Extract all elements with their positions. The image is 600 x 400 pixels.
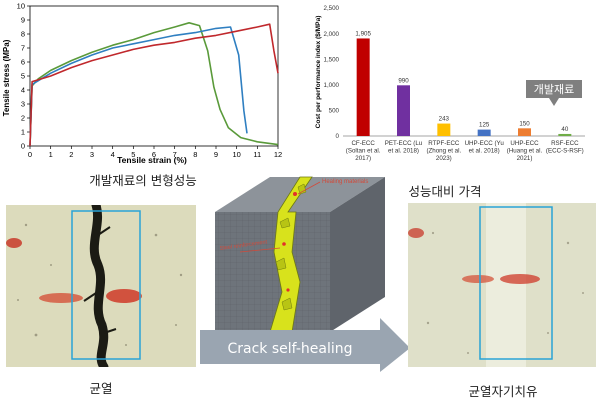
y-tick-label: 8 bbox=[21, 30, 25, 39]
y-tick-label: 4 bbox=[21, 86, 25, 95]
x-tick-label: 3 bbox=[90, 150, 94, 159]
y-tick-label: 0 bbox=[21, 142, 25, 151]
category-label: UHP-ECC (Yu bbox=[465, 140, 505, 147]
block-side bbox=[330, 177, 385, 332]
left-photo-caption: 균열 bbox=[89, 381, 113, 396]
y-tick-label: 6 bbox=[21, 58, 25, 67]
y-tick-label: 1 bbox=[21, 128, 25, 137]
cost-bar-chart: 0 500 1,000 1,500 2,000 2,500 1,905 CF-ECC(Sol… bbox=[315, 5, 585, 162]
bar bbox=[518, 128, 531, 136]
y-tick-label: 2,500 bbox=[324, 5, 340, 12]
x-tick-label: 0 bbox=[28, 150, 32, 159]
bar-value-label: 1,905 bbox=[355, 30, 371, 37]
y-tick-label: 3 bbox=[21, 100, 25, 109]
category-label: (ECC-S-RSF) bbox=[546, 148, 584, 155]
healed-photo bbox=[408, 203, 596, 367]
block-front bbox=[215, 212, 330, 332]
crack-photo bbox=[6, 205, 196, 367]
self-healing-arrow: Crack self-healing bbox=[200, 318, 410, 372]
category-label: (Huang et al. bbox=[507, 148, 543, 155]
y-tick-label: 7 bbox=[21, 44, 25, 53]
category-label: 2017) bbox=[355, 155, 371, 162]
x-tick-label: 4 bbox=[111, 150, 115, 159]
badge-label: 개발재료 bbox=[534, 83, 574, 96]
y-tick-label: 1,500 bbox=[324, 56, 340, 63]
bar-value-label: 243 bbox=[439, 116, 450, 123]
chart-axes: 0 500 1,000 1,500 2,000 2,500 bbox=[324, 5, 585, 140]
x-tick-label: 8 bbox=[193, 150, 197, 159]
y-tick-label: 5 bbox=[21, 72, 25, 81]
x-tick-label: 5 bbox=[131, 150, 135, 159]
chart-series bbox=[29, 21, 279, 147]
bar bbox=[558, 133, 572, 136]
bar-value-label: 40 bbox=[561, 126, 568, 133]
x-tick-label: 2 bbox=[69, 150, 73, 159]
category-label: 2023) bbox=[436, 155, 452, 162]
y-tick-label: 2 bbox=[21, 114, 25, 123]
category-label: RTPF-ECC bbox=[428, 140, 460, 147]
category-label: UHP-ECC bbox=[510, 140, 539, 147]
crack-photo-image bbox=[6, 205, 196, 367]
right-chart-caption: 성능대비 가격 bbox=[408, 184, 482, 199]
x-axis-label: Tensile strain (%) bbox=[117, 155, 187, 165]
series-line-green bbox=[29, 21, 279, 147]
y-tick-label: 1,000 bbox=[324, 82, 340, 89]
x-tick-label: 6 bbox=[152, 150, 156, 159]
series-line-blue bbox=[29, 26, 248, 147]
bar bbox=[477, 129, 491, 136]
x-tick-label: 11 bbox=[253, 150, 261, 159]
bar-value-label: 990 bbox=[398, 77, 409, 84]
y-tick-label: 2,000 bbox=[324, 31, 340, 38]
bar bbox=[356, 38, 370, 136]
arrow-label: Crack self-healing bbox=[228, 341, 353, 357]
chart-bars: 1,905 CF-ECC(Soltan et al.2017) 990 PET-ECC… bbox=[346, 30, 584, 162]
category-label: 2021) bbox=[517, 155, 533, 162]
y-tick-label: 500 bbox=[329, 108, 340, 115]
y-tick-label: 0 bbox=[336, 133, 340, 140]
developed-material-badge: 개발재료 bbox=[526, 80, 582, 106]
y-tick-label: 10 bbox=[17, 2, 25, 11]
left-chart-caption: 개발재료의 변형성능 bbox=[89, 173, 197, 188]
bar-value-label: 150 bbox=[519, 120, 530, 127]
category-label: (Zhong et al. bbox=[426, 148, 461, 155]
y-tick-label: 9 bbox=[21, 16, 25, 25]
series-line-red bbox=[29, 23, 279, 147]
category-label: CF-ECC bbox=[351, 140, 375, 147]
self-healing-diagram: Healing materials Steel reinforcement Cr… bbox=[200, 176, 410, 372]
category-label: RSF-ECC bbox=[551, 140, 579, 147]
healing-materials-label: Healing materials bbox=[322, 179, 368, 185]
x-tick-label: 9 bbox=[214, 150, 218, 159]
y-axis-label: Tensile stress (MPa) bbox=[2, 39, 11, 116]
category-label: PET-ECC (Lu bbox=[385, 140, 423, 147]
x-tick-label: 10 bbox=[232, 150, 240, 159]
healed-photo-image bbox=[408, 203, 596, 367]
x-tick-label: 1 bbox=[49, 150, 53, 159]
highlight-box bbox=[71, 210, 141, 360]
category-label: et al. 2018) bbox=[388, 148, 419, 155]
highlight-box bbox=[479, 206, 553, 360]
x-tick-label: 12 bbox=[274, 150, 282, 159]
right-photo-caption: 균열자기치유 bbox=[468, 384, 538, 399]
bar bbox=[437, 123, 451, 136]
healing-crack bbox=[269, 176, 313, 333]
bar bbox=[397, 85, 410, 136]
bar-value-label: 125 bbox=[479, 122, 490, 129]
x-tick-label: 7 bbox=[173, 150, 177, 159]
y-axis-label: Cost per performance index ($/MPa) bbox=[315, 16, 322, 129]
category-label: (Soltan et al. bbox=[346, 148, 381, 155]
category-label: et al. 2018) bbox=[469, 148, 500, 155]
